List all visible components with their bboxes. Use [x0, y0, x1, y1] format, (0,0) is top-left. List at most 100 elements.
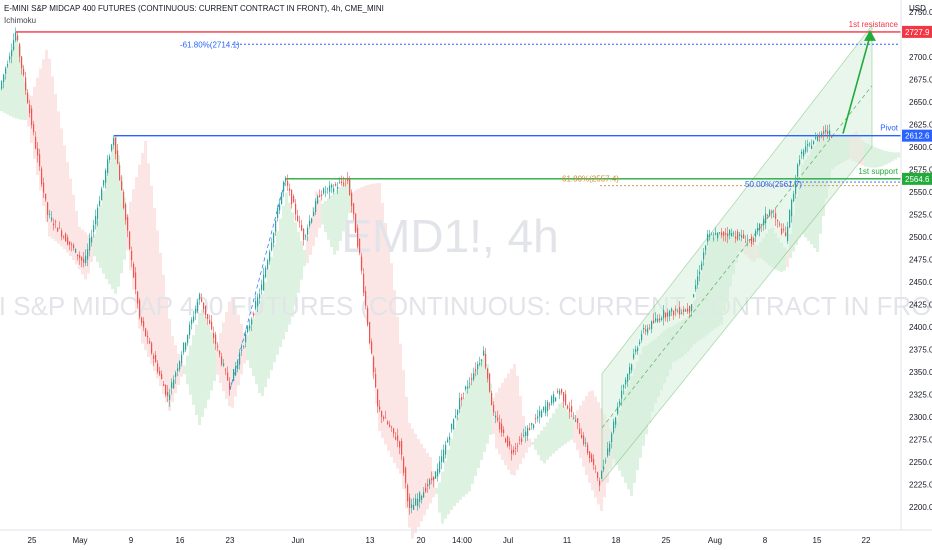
candle-body	[23, 68, 25, 76]
candle-body	[689, 305, 691, 313]
cloud-segment	[303, 249, 306, 267]
cloud-segment	[129, 201, 132, 271]
candle-body	[281, 192, 283, 205]
candle-body	[651, 321, 653, 329]
channel-midline	[601, 85, 873, 429]
candle-body	[617, 406, 619, 414]
candle-body	[815, 137, 817, 139]
candle-body	[575, 419, 577, 422]
fib-extension-label: -61.80%(2714.1)	[180, 40, 240, 49]
cloud-segment	[534, 438, 537, 450]
candle-body	[577, 418, 579, 424]
cloud-segment	[150, 185, 153, 364]
candle-body	[201, 298, 203, 302]
candle-body	[191, 319, 193, 325]
cloud-segment	[42, 59, 45, 206]
cloud-segment	[306, 236, 309, 264]
candle-body	[421, 495, 423, 500]
candle-body	[779, 223, 781, 225]
y-tick-label: 2400.0	[909, 323, 932, 332]
cloud-segment	[369, 184, 372, 350]
y-axis-unit: USD	[909, 4, 926, 13]
candle-body	[573, 417, 575, 419]
candle-body	[173, 379, 175, 389]
y-axis[interactable]: USD 2750.02725.02700.02675.02650.02625.0…	[900, 0, 932, 530]
candle-body	[41, 168, 43, 185]
candle-body	[381, 411, 383, 417]
candle-body	[621, 390, 623, 399]
candle-body	[163, 384, 165, 386]
candle-body	[721, 232, 723, 236]
candle-body	[767, 214, 769, 216]
candle-body	[555, 397, 557, 402]
candle-body	[109, 156, 111, 160]
cloud-segment	[519, 396, 522, 465]
candle-body	[263, 274, 265, 291]
cloud-segment	[153, 208, 156, 371]
y-tick-label: 2200.0	[909, 503, 932, 512]
cloud-segment	[450, 438, 453, 511]
candle-body	[683, 309, 685, 312]
x-axis[interactable]: 25 May 9 16 23 Jun 13 20 14:00 Jul 11 18 25 Aug 8 15 22	[0, 529, 932, 545]
candle-body	[71, 244, 73, 246]
cloud-segment	[180, 362, 183, 377]
cloud-segment	[198, 313, 201, 426]
candle-body	[713, 238, 715, 240]
candle-body	[33, 124, 35, 133]
candle-body	[483, 350, 485, 356]
candle-body	[399, 441, 401, 448]
candle-body	[541, 410, 543, 418]
cloud-segment	[108, 162, 111, 285]
candle-body	[367, 308, 369, 326]
cloud-segment	[261, 293, 264, 396]
y-tick-label: 2475.0	[909, 256, 932, 265]
candle-body	[333, 188, 335, 192]
cloud-segment	[189, 345, 192, 395]
candle-body	[739, 234, 741, 236]
candle-body	[795, 180, 797, 195]
cloud-segment	[510, 368, 513, 475]
candle-body	[751, 236, 753, 244]
price-tag-box	[902, 25, 932, 38]
candle-body	[27, 92, 29, 104]
candle-body	[531, 422, 533, 426]
channel-band	[601, 24, 873, 483]
cloud-segment	[90, 237, 93, 262]
candle-body	[289, 188, 291, 191]
candle-body	[745, 241, 747, 243]
candle-body	[145, 328, 147, 336]
cloud-segment	[567, 411, 570, 442]
cloud-segment	[135, 176, 138, 310]
candle-body	[503, 429, 505, 434]
candle-body	[737, 231, 739, 240]
x-tick-label: 8	[763, 536, 768, 545]
x-tick-label: Aug	[708, 536, 722, 545]
candle-body	[697, 276, 699, 286]
cloud-segment	[576, 410, 579, 451]
candle-body	[187, 335, 189, 344]
cloud-segment	[342, 184, 345, 232]
candle-body	[511, 450, 513, 454]
candle-body	[719, 232, 721, 234]
cloud-segment	[351, 192, 354, 213]
candle-body	[657, 318, 659, 322]
cloud-segment	[234, 305, 237, 397]
candle-body	[93, 225, 95, 232]
cloud-segment	[501, 382, 504, 460]
level-label: Pivot	[880, 124, 899, 133]
cloud-segment	[216, 343, 219, 375]
candle-body	[403, 457, 405, 473]
candle-body	[375, 374, 377, 388]
cloud-segment	[219, 333, 222, 384]
candle-body	[501, 423, 503, 433]
cloud-segment	[558, 403, 561, 449]
candle-body	[19, 43, 21, 57]
candle-body	[551, 396, 553, 404]
candle-body	[43, 182, 45, 193]
candle-body	[499, 421, 501, 430]
candle-body	[209, 320, 211, 324]
watermark: EMD1!, 4h E-MINI S&P MIDCAP 400 FUTURES …	[0, 210, 932, 321]
candle-body	[595, 467, 597, 469]
candle-body	[85, 255, 87, 263]
